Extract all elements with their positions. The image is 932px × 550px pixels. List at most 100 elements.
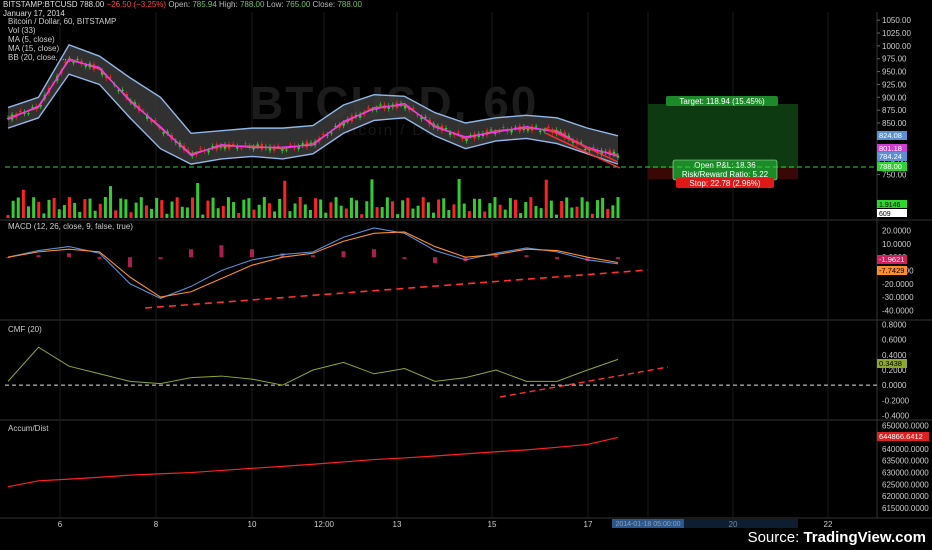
candle-body <box>72 62 75 64</box>
volume-bar <box>421 197 425 218</box>
macd-histogram-bar <box>524 255 529 258</box>
volume-bar <box>385 197 389 218</box>
volume-bar <box>267 203 271 218</box>
candle-body <box>334 125 337 127</box>
volume-bar <box>390 201 394 218</box>
volume-bar <box>524 202 528 218</box>
macd-histogram-bar <box>311 255 315 258</box>
macd-histogram-bar <box>97 257 102 260</box>
macd-pane-label[interactable]: MACD (12, 26, close, 9, false, true) <box>8 222 133 231</box>
cmf-line <box>7 346 619 386</box>
volume-bar <box>191 197 195 218</box>
candle-body <box>268 146 272 151</box>
macd-histogram-bar <box>189 249 193 258</box>
volume-bar <box>221 206 225 218</box>
legend-item-ma5[interactable]: MA (5, close) <box>8 35 55 44</box>
candle-body <box>424 117 427 119</box>
price-marker-label: 784.24 <box>879 152 902 161</box>
volume-bar <box>349 197 353 218</box>
low-value: 765.00 <box>285 0 311 9</box>
volume-bar <box>585 201 589 218</box>
candle-body <box>105 75 108 79</box>
price-marker-label: 801.18 <box>879 144 902 153</box>
macd-signal-marker-bg <box>877 266 907 275</box>
volume-bar <box>437 199 441 218</box>
legend-item-ma15[interactable]: MA (15, close) <box>8 44 60 53</box>
candle-body <box>84 65 87 67</box>
x-axis-label: 22 <box>824 520 833 529</box>
high-value: 788.00 <box>239 0 265 9</box>
candle-body <box>416 114 419 116</box>
volume-bar <box>606 208 610 218</box>
volume-bar <box>134 202 138 218</box>
volume-bar <box>37 201 41 218</box>
low-label: Low: <box>266 0 284 9</box>
candle-body <box>231 144 235 146</box>
price-marker-label: 788.00 <box>879 162 902 171</box>
volume-bar <box>196 183 200 218</box>
volume-bar <box>431 212 435 218</box>
source-brand[interactable]: TradingView.com <box>803 529 926 546</box>
volume-bar <box>334 197 338 218</box>
candle-body <box>236 146 239 149</box>
macd-signal-line <box>7 231 619 298</box>
candle-body <box>588 149 591 151</box>
volume-bar <box>129 212 133 218</box>
volume-bar <box>319 199 323 218</box>
candle-body <box>240 147 243 149</box>
legend-item-bb[interactable]: BB (20, close, ... <box>8 53 67 62</box>
price-marker-bg <box>877 131 907 140</box>
candle-body <box>199 148 202 150</box>
candle-body <box>207 150 210 153</box>
cmf-pane-label[interactable]: CMF (20) <box>8 325 42 334</box>
volume-bar <box>201 214 205 218</box>
macd-line <box>7 227 619 299</box>
candle-body <box>256 144 259 147</box>
bollinger-lower <box>7 73 619 165</box>
volume-bar <box>565 197 569 218</box>
volume-bar <box>68 197 72 218</box>
volume-bar <box>483 211 487 218</box>
macd-marker-bg <box>877 255 907 264</box>
volume-bar <box>109 186 113 218</box>
macd-axis-label: -40.0000 <box>882 306 914 315</box>
candle-body <box>453 133 456 136</box>
candle-body <box>547 126 550 128</box>
adl-pane-label[interactable]: Accum/Dist <box>8 424 49 433</box>
symbol[interactable]: BITSTAMP:BTCUSD <box>3 0 78 9</box>
volume-bar <box>560 201 564 218</box>
volume-bar <box>365 201 369 218</box>
candle-body <box>457 132 460 134</box>
volume-bar <box>447 210 451 218</box>
volume-bar <box>237 213 241 218</box>
close-value: 788.00 <box>337 0 362 9</box>
candle-body <box>281 149 284 151</box>
volume-bar <box>426 202 430 218</box>
macd-trendline <box>144 269 649 309</box>
volume-bar <box>124 199 128 218</box>
volume-bar <box>549 200 553 218</box>
volume-bar <box>150 208 154 218</box>
candle-body <box>465 138 468 142</box>
last-price: 788.00 <box>79 0 105 9</box>
candle-body <box>117 89 120 92</box>
legend-item-vol[interactable]: Vol (33) <box>8 26 36 35</box>
target-label-bg <box>666 96 778 106</box>
candle-body <box>27 113 30 115</box>
candle-body <box>596 149 599 154</box>
legend-item-series[interactable]: Bitcoin / Dollar, 60, BITSTAMP <box>8 17 117 26</box>
stop-label: Stop: 22.78 (2.96%) <box>689 179 760 188</box>
volume-bar <box>308 209 312 218</box>
volume-bar <box>601 197 605 218</box>
price-axis-label: 850.00 <box>882 119 907 128</box>
volume-bar <box>595 200 599 218</box>
candle-body <box>289 144 292 146</box>
adl-axis-label: 615000.0000 <box>882 504 929 513</box>
volume-bar <box>78 211 82 218</box>
candle-body <box>543 130 546 132</box>
candle-body <box>326 134 329 136</box>
macd-histogram-bar <box>36 255 41 258</box>
candle-body <box>154 120 157 122</box>
price-axis-label: 1000.00 <box>882 42 911 51</box>
